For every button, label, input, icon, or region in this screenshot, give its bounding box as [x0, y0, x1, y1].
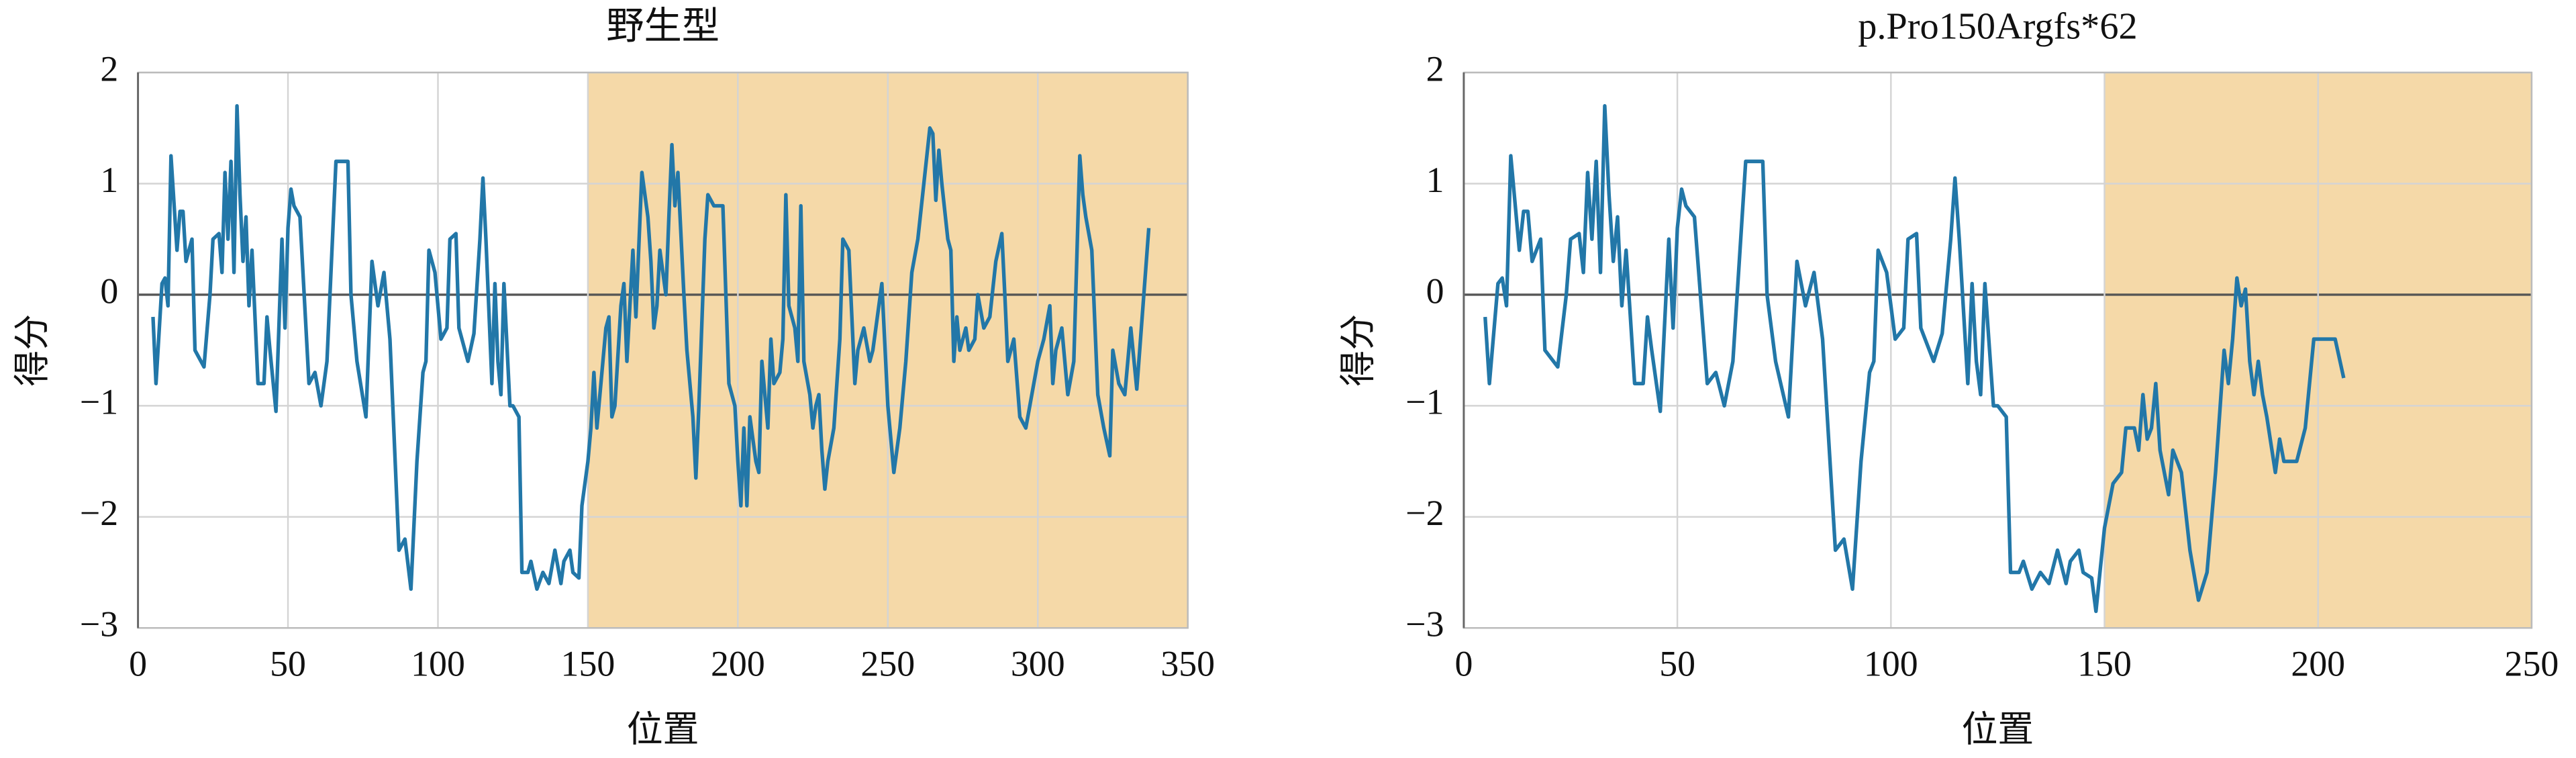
x-tick-label: 0 — [129, 643, 147, 683]
chart-title: 野生型 — [606, 5, 720, 47]
x-tick-label: 0 — [1454, 643, 1473, 683]
y-tick-label: −2 — [80, 493, 118, 533]
x-tick-label: 50 — [270, 643, 306, 683]
y-tick-label: −1 — [80, 382, 118, 422]
x-tick-label: 150 — [561, 643, 615, 683]
y-tick-label: 1 — [1426, 160, 1444, 200]
y-tick-label: 2 — [100, 48, 118, 89]
chart-title: p.Pro150Argfs*62 — [1858, 5, 2137, 47]
y-axis-label: 得分 — [1338, 314, 1379, 387]
data-line — [151, 103, 1151, 591]
y-tick-label: −3 — [1405, 604, 1444, 645]
x-tick-label: 100 — [1864, 643, 1918, 683]
x-tick-label: 250 — [860, 643, 915, 683]
x-tick-label: 200 — [711, 643, 765, 683]
x-tick-label: 350 — [1160, 643, 1215, 683]
data-line — [1483, 103, 2346, 614]
y-tick-label: −3 — [80, 604, 118, 645]
x-axis-label: 位置 — [627, 709, 699, 749]
y-tick-label: 0 — [1426, 271, 1444, 311]
x-tick-label: 300 — [1011, 643, 1065, 683]
x-tick-label: 200 — [2291, 643, 2345, 683]
x-tick-label: 50 — [1659, 643, 1695, 683]
y-tick-label: 1 — [100, 160, 118, 200]
x-tick-label: 100 — [411, 643, 465, 683]
x-tick-label: 250 — [2505, 643, 2559, 683]
y-axis-label: 得分 — [12, 314, 52, 387]
y-tick-label: −1 — [1405, 382, 1444, 422]
x-tick-label: 150 — [2077, 643, 2132, 683]
y-tick-label: 2 — [1426, 48, 1444, 89]
y-tick-label: −2 — [1405, 493, 1444, 533]
y-tick-label: 0 — [100, 271, 118, 311]
x-axis-label: 位置 — [1962, 709, 2034, 749]
